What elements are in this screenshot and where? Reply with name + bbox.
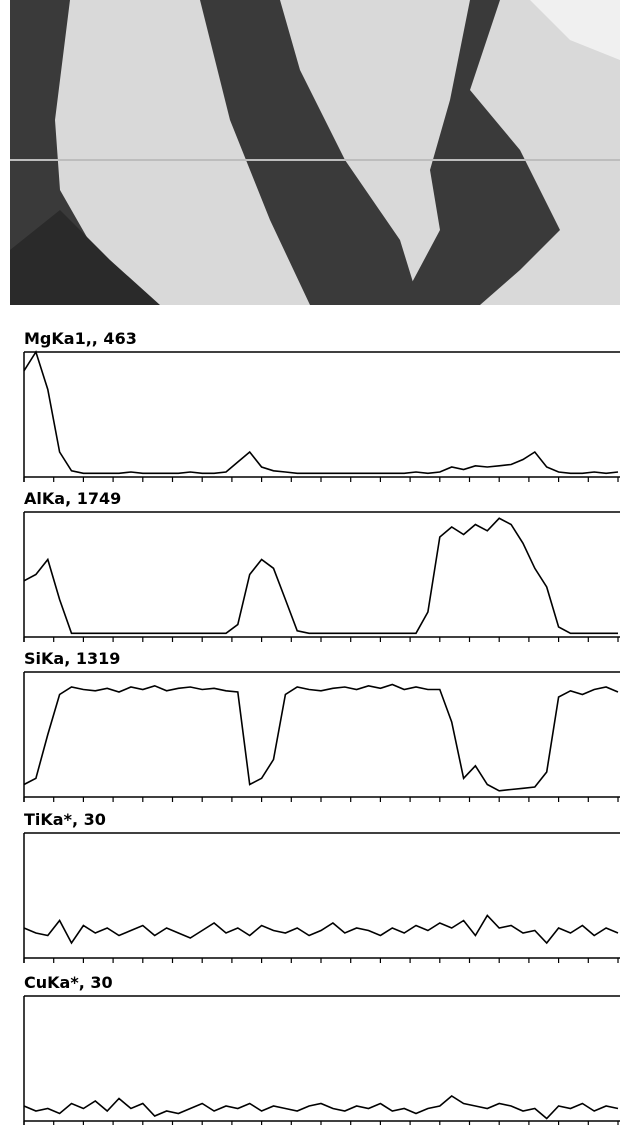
panel-title: TiKa*, 30 bbox=[24, 810, 106, 829]
line-series bbox=[23, 1095, 619, 1120]
micrograph bbox=[10, 0, 620, 305]
panel-title: CuKa*, 30 bbox=[24, 973, 113, 992]
panel-title: SiKa, 1319 bbox=[24, 649, 120, 668]
line-series bbox=[23, 517, 618, 635]
line-series bbox=[23, 683, 619, 792]
line-series bbox=[23, 350, 619, 475]
panel-title: AlKa, 1749 bbox=[24, 489, 121, 508]
panel-title: MgKa1,, 463 bbox=[24, 329, 137, 348]
line-series bbox=[23, 914, 619, 945]
